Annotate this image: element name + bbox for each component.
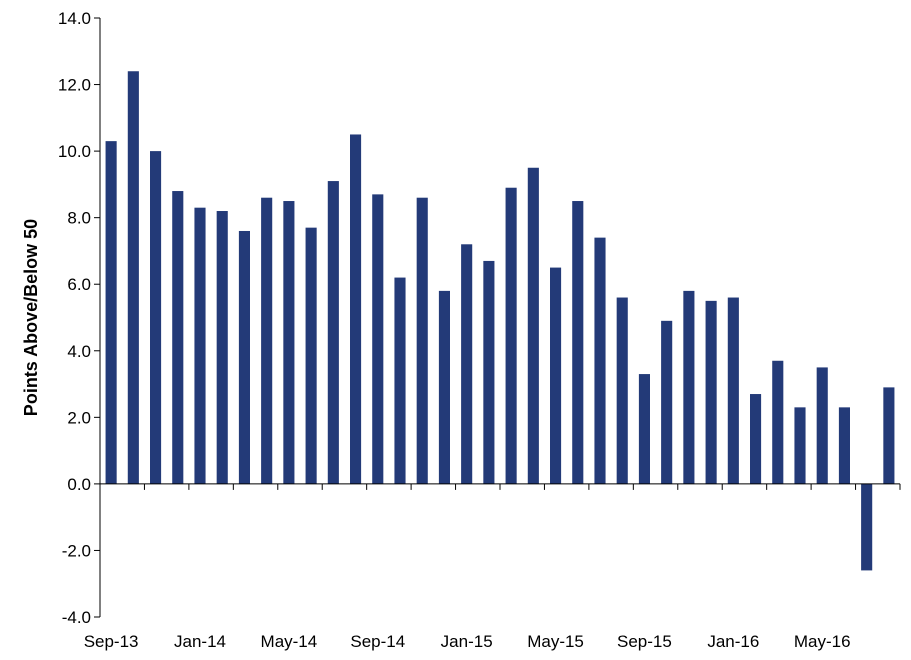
y-tick-label: -4.0 bbox=[62, 608, 91, 627]
bar-jul-15 bbox=[594, 237, 606, 484]
y-tick-label: -2.0 bbox=[62, 541, 91, 560]
bar-oct-13 bbox=[127, 71, 139, 484]
y-tick-label: 2.0 bbox=[67, 408, 91, 427]
bar-aug-14 bbox=[350, 134, 362, 484]
x-tick-label: May-15 bbox=[527, 632, 584, 651]
y-tick-label: 10.0 bbox=[58, 142, 91, 161]
x-tick-label: Sep-13 bbox=[84, 632, 139, 651]
bar-sep-14 bbox=[372, 194, 384, 484]
bar-may-16 bbox=[816, 367, 828, 484]
bar-jul-14 bbox=[327, 181, 339, 484]
y-tick-label: 4.0 bbox=[67, 342, 91, 361]
bar-jan-15 bbox=[461, 244, 473, 484]
bar-oct-14 bbox=[394, 277, 406, 484]
x-ticks-group: Sep-13 Jan-14 May-14 Sep-14 Jan-15 May-15 Sep-… bbox=[84, 483, 901, 651]
bar-jan-14 bbox=[194, 207, 206, 484]
bar-nov-15 bbox=[683, 290, 695, 484]
x-tick-label: Jan-16 bbox=[707, 632, 759, 651]
bar-feb-15 bbox=[483, 260, 495, 484]
y-tick-label: 6.0 bbox=[67, 275, 91, 294]
bar-may-15 bbox=[550, 267, 562, 484]
x-tick-label: May-14 bbox=[261, 632, 318, 651]
bar-jan-16 bbox=[727, 297, 739, 484]
x-tick-label: Jan-15 bbox=[441, 632, 493, 651]
bar-apr-14 bbox=[261, 197, 273, 484]
bar-may-14 bbox=[283, 201, 295, 484]
bar-jul-16 bbox=[861, 483, 873, 571]
bar-mar-14 bbox=[238, 230, 250, 484]
bar-jun-14 bbox=[305, 227, 317, 484]
bar-oct-15 bbox=[661, 320, 673, 484]
y-axis-title: Points Above/Below 50 bbox=[21, 219, 41, 416]
bar-aug-16 bbox=[883, 387, 895, 484]
bar-feb-14 bbox=[216, 211, 228, 484]
bar-dec-14 bbox=[438, 290, 450, 484]
x-tick-label: May-16 bbox=[794, 632, 851, 651]
bar-aug-15 bbox=[616, 297, 628, 484]
y-tick-label: 14.0 bbox=[58, 9, 91, 28]
y-tick-label: 12.0 bbox=[58, 76, 91, 95]
y-tick-label: 8.0 bbox=[67, 209, 91, 228]
bar-jun-15 bbox=[572, 201, 584, 484]
bar-nov-14 bbox=[416, 197, 428, 484]
bar-nov-13 bbox=[150, 151, 162, 484]
x-tick-label: Sep-15 bbox=[617, 632, 672, 651]
bar-apr-16 bbox=[794, 407, 806, 484]
bar-mar-16 bbox=[772, 360, 784, 484]
bar-sep-13 bbox=[105, 141, 117, 484]
bar-feb-16 bbox=[750, 394, 762, 484]
y-ticks-group: -4.0 -2.0 0.0 2.0 4.0 6.0 8.0 10.0 12.0 14.0 bbox=[58, 9, 100, 627]
bar-sep-15 bbox=[638, 374, 650, 484]
bars-group bbox=[105, 71, 895, 571]
x-tick-label: Jan-14 bbox=[174, 632, 226, 651]
y-tick-label: 0.0 bbox=[67, 475, 91, 494]
bar-apr-15 bbox=[527, 167, 539, 484]
bar-mar-15 bbox=[505, 187, 517, 484]
bar-dec-13 bbox=[172, 191, 184, 484]
bar-dec-15 bbox=[705, 300, 717, 484]
x-tick-label: Sep-14 bbox=[350, 632, 405, 651]
bar-jun-16 bbox=[838, 407, 850, 484]
